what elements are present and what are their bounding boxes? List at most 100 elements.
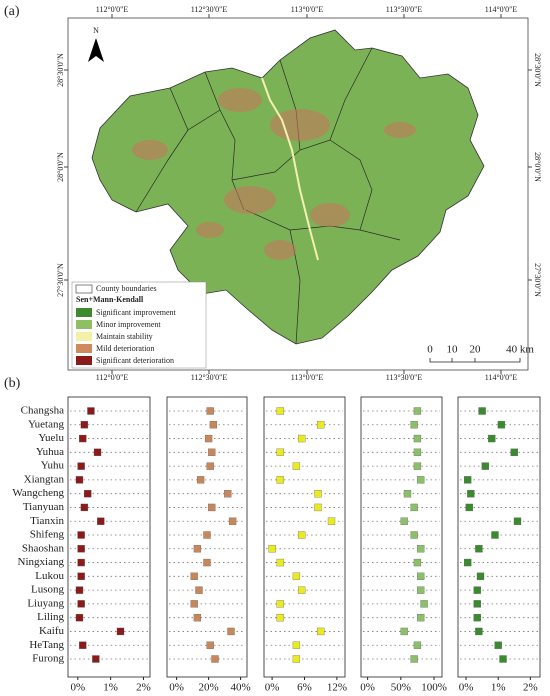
longitude-label: 114°0'0"E [485, 373, 518, 382]
dot [314, 490, 322, 498]
dot [410, 503, 418, 512]
x-tick-label: 1% [491, 682, 506, 694]
dot [494, 641, 502, 649]
category-label: HeTang [29, 639, 64, 651]
category-label: Liling [37, 611, 64, 623]
dot [77, 531, 85, 539]
dot [75, 476, 84, 484]
legend-label: Significant deterioration [96, 356, 174, 365]
latitude-label: 28°30'0"N [56, 53, 65, 87]
dot [276, 600, 284, 608]
longitude-label: 112°30'0"E [191, 5, 228, 14]
category-label: Kaifu [39, 625, 65, 637]
dot [276, 558, 284, 567]
latitude-label: 27°30'0"N [56, 263, 65, 297]
longitude-label: 112°0'0"E [96, 5, 129, 14]
dot [465, 503, 473, 512]
legend: County boundaries Sen+Mann-Kendall Signifi… [75, 284, 177, 365]
dot [206, 407, 214, 415]
legend-swatch [76, 320, 92, 329]
deterioration-patches [132, 88, 416, 260]
dot [84, 490, 92, 498]
scale-label: 40 km [506, 344, 534, 356]
dot [193, 614, 202, 622]
legend-swatch [76, 356, 92, 365]
dot [80, 421, 89, 429]
dot [203, 531, 211, 539]
dot [276, 407, 284, 415]
legend-swatch [76, 308, 92, 317]
dot [97, 517, 105, 525]
dot [513, 517, 522, 525]
dot [400, 627, 408, 636]
x-tick-label: 0% [71, 682, 86, 694]
panel-frame [457, 396, 541, 678]
north-label: N [93, 26, 99, 35]
latitude-label: 28°0'0"N [533, 152, 542, 182]
category-label: Furong [32, 653, 64, 665]
panel-label: (b) [4, 376, 21, 391]
dot [208, 503, 216, 512]
dot [400, 517, 408, 525]
dot [476, 572, 485, 580]
dot [497, 421, 506, 429]
x-tick-label: 0% [169, 682, 184, 694]
x-tick-label: 50% [391, 682, 411, 694]
category-label: Lusong [31, 584, 65, 596]
x-tick-label: 20% [199, 682, 219, 694]
legend-label: County boundaries [96, 284, 157, 293]
latitude-label: 28°30'0"N [533, 53, 542, 87]
dot [206, 641, 214, 649]
dot [276, 614, 284, 622]
category-label: Tianxin [30, 515, 64, 527]
dot [79, 641, 87, 649]
dot [413, 641, 422, 649]
category-label: Yuelu [38, 432, 64, 444]
dot [77, 600, 85, 608]
category-label: Tianyuan [23, 501, 65, 513]
dot [292, 572, 301, 580]
dot [410, 531, 418, 539]
dot [77, 462, 85, 470]
longitude-label: 113°30'0"E [386, 373, 423, 382]
dot [116, 627, 125, 636]
dot [410, 421, 418, 429]
dot [292, 655, 301, 663]
dot [317, 421, 325, 429]
dot [75, 586, 84, 594]
category-label: Lukou [35, 570, 64, 582]
dot [227, 627, 235, 636]
panel-label: (a) [4, 4, 20, 19]
dot [475, 545, 483, 553]
category-label: Yuhua [36, 446, 64, 458]
category-label: Liuyang [27, 597, 64, 609]
dot [77, 572, 85, 580]
dot [413, 434, 422, 443]
x-tick-label: 1% [103, 682, 118, 694]
dot [317, 627, 325, 636]
dot [193, 545, 202, 553]
x-tick-label: 0% [459, 682, 474, 694]
dot [195, 586, 203, 594]
dot [417, 586, 425, 594]
scale-bar [429, 358, 521, 363]
dot [206, 462, 214, 470]
dot [92, 655, 100, 663]
dot [473, 600, 481, 608]
dot [413, 462, 422, 470]
dot [196, 476, 205, 484]
legend-label: Maintain stability [96, 332, 153, 341]
dot [413, 448, 422, 456]
dot [208, 448, 216, 456]
x-tick-label: 100% [421, 682, 447, 694]
dot [203, 558, 211, 567]
category-label: Xiangtan [24, 473, 65, 485]
category-label: Shaoshan [22, 542, 65, 554]
longitude-label: 113°0'0"E [291, 373, 324, 382]
north-arrow [88, 38, 104, 62]
longitude-label: 113°30'0"E [386, 5, 423, 14]
dot [413, 558, 422, 567]
legend-label: Minor improvement [96, 320, 161, 329]
dot [87, 407, 95, 415]
